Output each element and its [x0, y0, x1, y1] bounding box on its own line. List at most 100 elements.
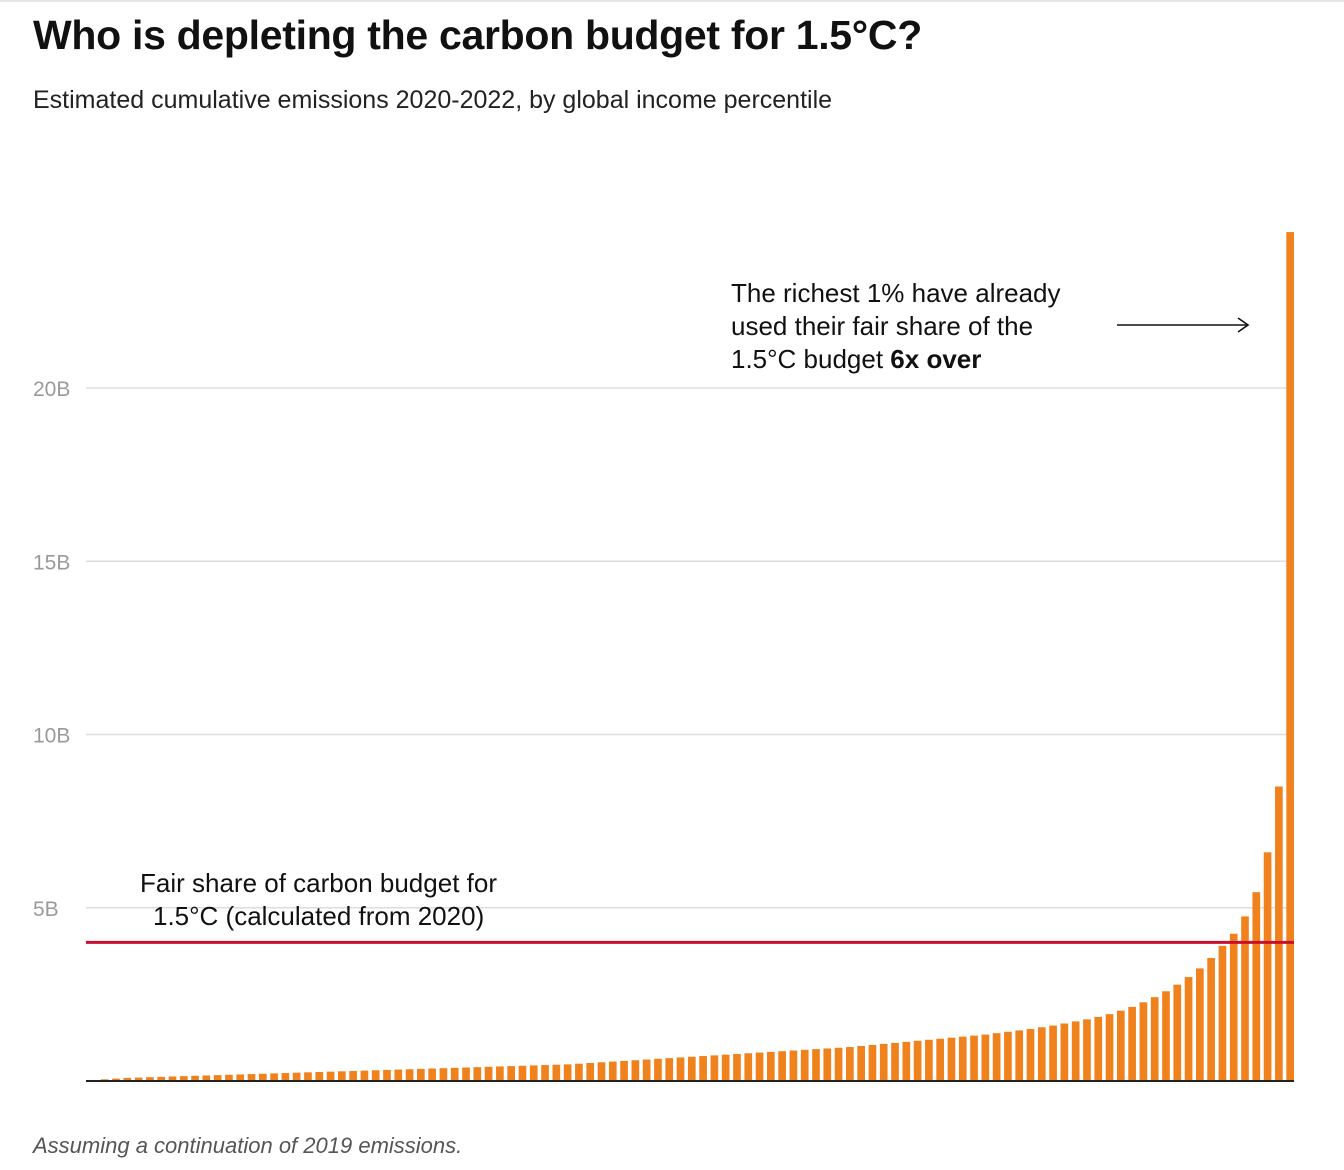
bar — [1094, 1016, 1103, 1081]
richest-annotation-line3-text: 1.5°C budget — [731, 344, 890, 374]
bar — [462, 1067, 470, 1081]
bar — [812, 1049, 820, 1081]
bar — [925, 1039, 933, 1081]
bar — [586, 1062, 595, 1081]
bar — [1049, 1025, 1057, 1081]
bar — [1015, 1030, 1024, 1081]
bar — [642, 1059, 651, 1081]
bar — [778, 1051, 786, 1081]
bar — [721, 1054, 730, 1081]
bar — [992, 1033, 1001, 1081]
bar — [258, 1073, 267, 1081]
bar — [687, 1056, 696, 1081]
richest-annotation-line3: 1.5°C budget 6x over — [731, 344, 981, 374]
bar — [360, 1070, 369, 1081]
richest-annotation-emphasis: 6x over — [890, 344, 981, 374]
annotation-arrow — [1117, 317, 1250, 333]
bar — [868, 1044, 877, 1081]
bar — [439, 1068, 448, 1081]
y-axis-ticks: 5B 10B 15B 20B — [33, 378, 70, 921]
bar — [608, 1061, 617, 1081]
bar — [134, 1077, 143, 1081]
y-tick-label: 10B — [33, 725, 70, 748]
bar — [157, 1076, 166, 1081]
bar — [1263, 852, 1272, 1081]
bar — [958, 1036, 967, 1081]
bar — [326, 1071, 335, 1081]
bar — [179, 1076, 188, 1081]
footnote: Assuming a continuation of 2019 emission… — [33, 1133, 463, 1158]
bar — [597, 1062, 606, 1081]
bar — [1004, 1031, 1012, 1081]
bar — [518, 1065, 527, 1081]
bar — [1026, 1029, 1035, 1081]
y-tick-label: 15B — [33, 551, 70, 574]
bar — [936, 1038, 945, 1081]
bar — [947, 1037, 956, 1081]
bar — [1229, 933, 1238, 1081]
bar — [123, 1077, 132, 1081]
bar — [1207, 957, 1215, 1081]
richest-annotation-line2: used their fair share of the — [731, 311, 1033, 341]
bar — [1286, 232, 1294, 1081]
bar — [744, 1053, 753, 1081]
bar — [202, 1075, 211, 1081]
bar — [913, 1040, 922, 1081]
bar — [1128, 1006, 1136, 1081]
bar — [1218, 945, 1227, 1081]
bar — [315, 1071, 324, 1081]
bar — [191, 1075, 199, 1081]
bar — [337, 1071, 346, 1081]
bar — [371, 1070, 380, 1081]
bar — [699, 1056, 707, 1081]
bar — [405, 1069, 414, 1081]
bar — [575, 1063, 583, 1081]
bar — [292, 1072, 301, 1081]
bar — [733, 1053, 741, 1081]
bar — [484, 1066, 493, 1081]
bar — [620, 1060, 628, 1081]
bar — [1184, 977, 1193, 1081]
bar — [767, 1051, 775, 1081]
bar — [507, 1066, 516, 1081]
bar — [428, 1068, 436, 1081]
fair-share-label-line2: 1.5°C (calculated from 2020) — [153, 901, 484, 931]
richest-annotation-line1: The richest 1% have already — [731, 278, 1061, 308]
top-rule — [0, 0, 1344, 2]
bar — [1252, 892, 1261, 1081]
bar — [981, 1034, 990, 1081]
bar — [676, 1057, 685, 1081]
bar — [473, 1067, 482, 1081]
bar — [1241, 916, 1249, 1081]
bar — [281, 1073, 290, 1081]
bar — [1037, 1027, 1046, 1081]
bar — [349, 1070, 357, 1081]
bar — [755, 1052, 764, 1081]
bar — [450, 1067, 459, 1081]
bar — [879, 1043, 888, 1081]
chart-subtitle: Estimated cumulative emissions 2020-2022… — [33, 86, 833, 114]
bar — [112, 1078, 120, 1081]
bar — [247, 1074, 256, 1081]
y-tick-label: 20B — [33, 378, 70, 401]
bar — [631, 1060, 640, 1081]
bar — [1173, 984, 1182, 1081]
bar — [1275, 786, 1283, 1081]
bar — [1139, 1002, 1148, 1081]
chart-title: Who is depleting the carbon budget for 1… — [33, 12, 922, 58]
bar — [857, 1046, 865, 1081]
fair-share-label-line1: Fair share of carbon budget for — [140, 868, 497, 898]
bar — [563, 1064, 572, 1081]
bar — [846, 1047, 854, 1081]
bar — [1105, 1014, 1114, 1081]
bar — [789, 1050, 798, 1081]
bar — [168, 1076, 177, 1081]
bar — [1150, 997, 1159, 1081]
bar — [800, 1049, 809, 1081]
bar — [970, 1035, 978, 1081]
bar — [236, 1074, 245, 1081]
bar — [146, 1077, 154, 1081]
bar — [541, 1065, 549, 1081]
bar — [1116, 1010, 1125, 1081]
bar — [417, 1068, 425, 1081]
